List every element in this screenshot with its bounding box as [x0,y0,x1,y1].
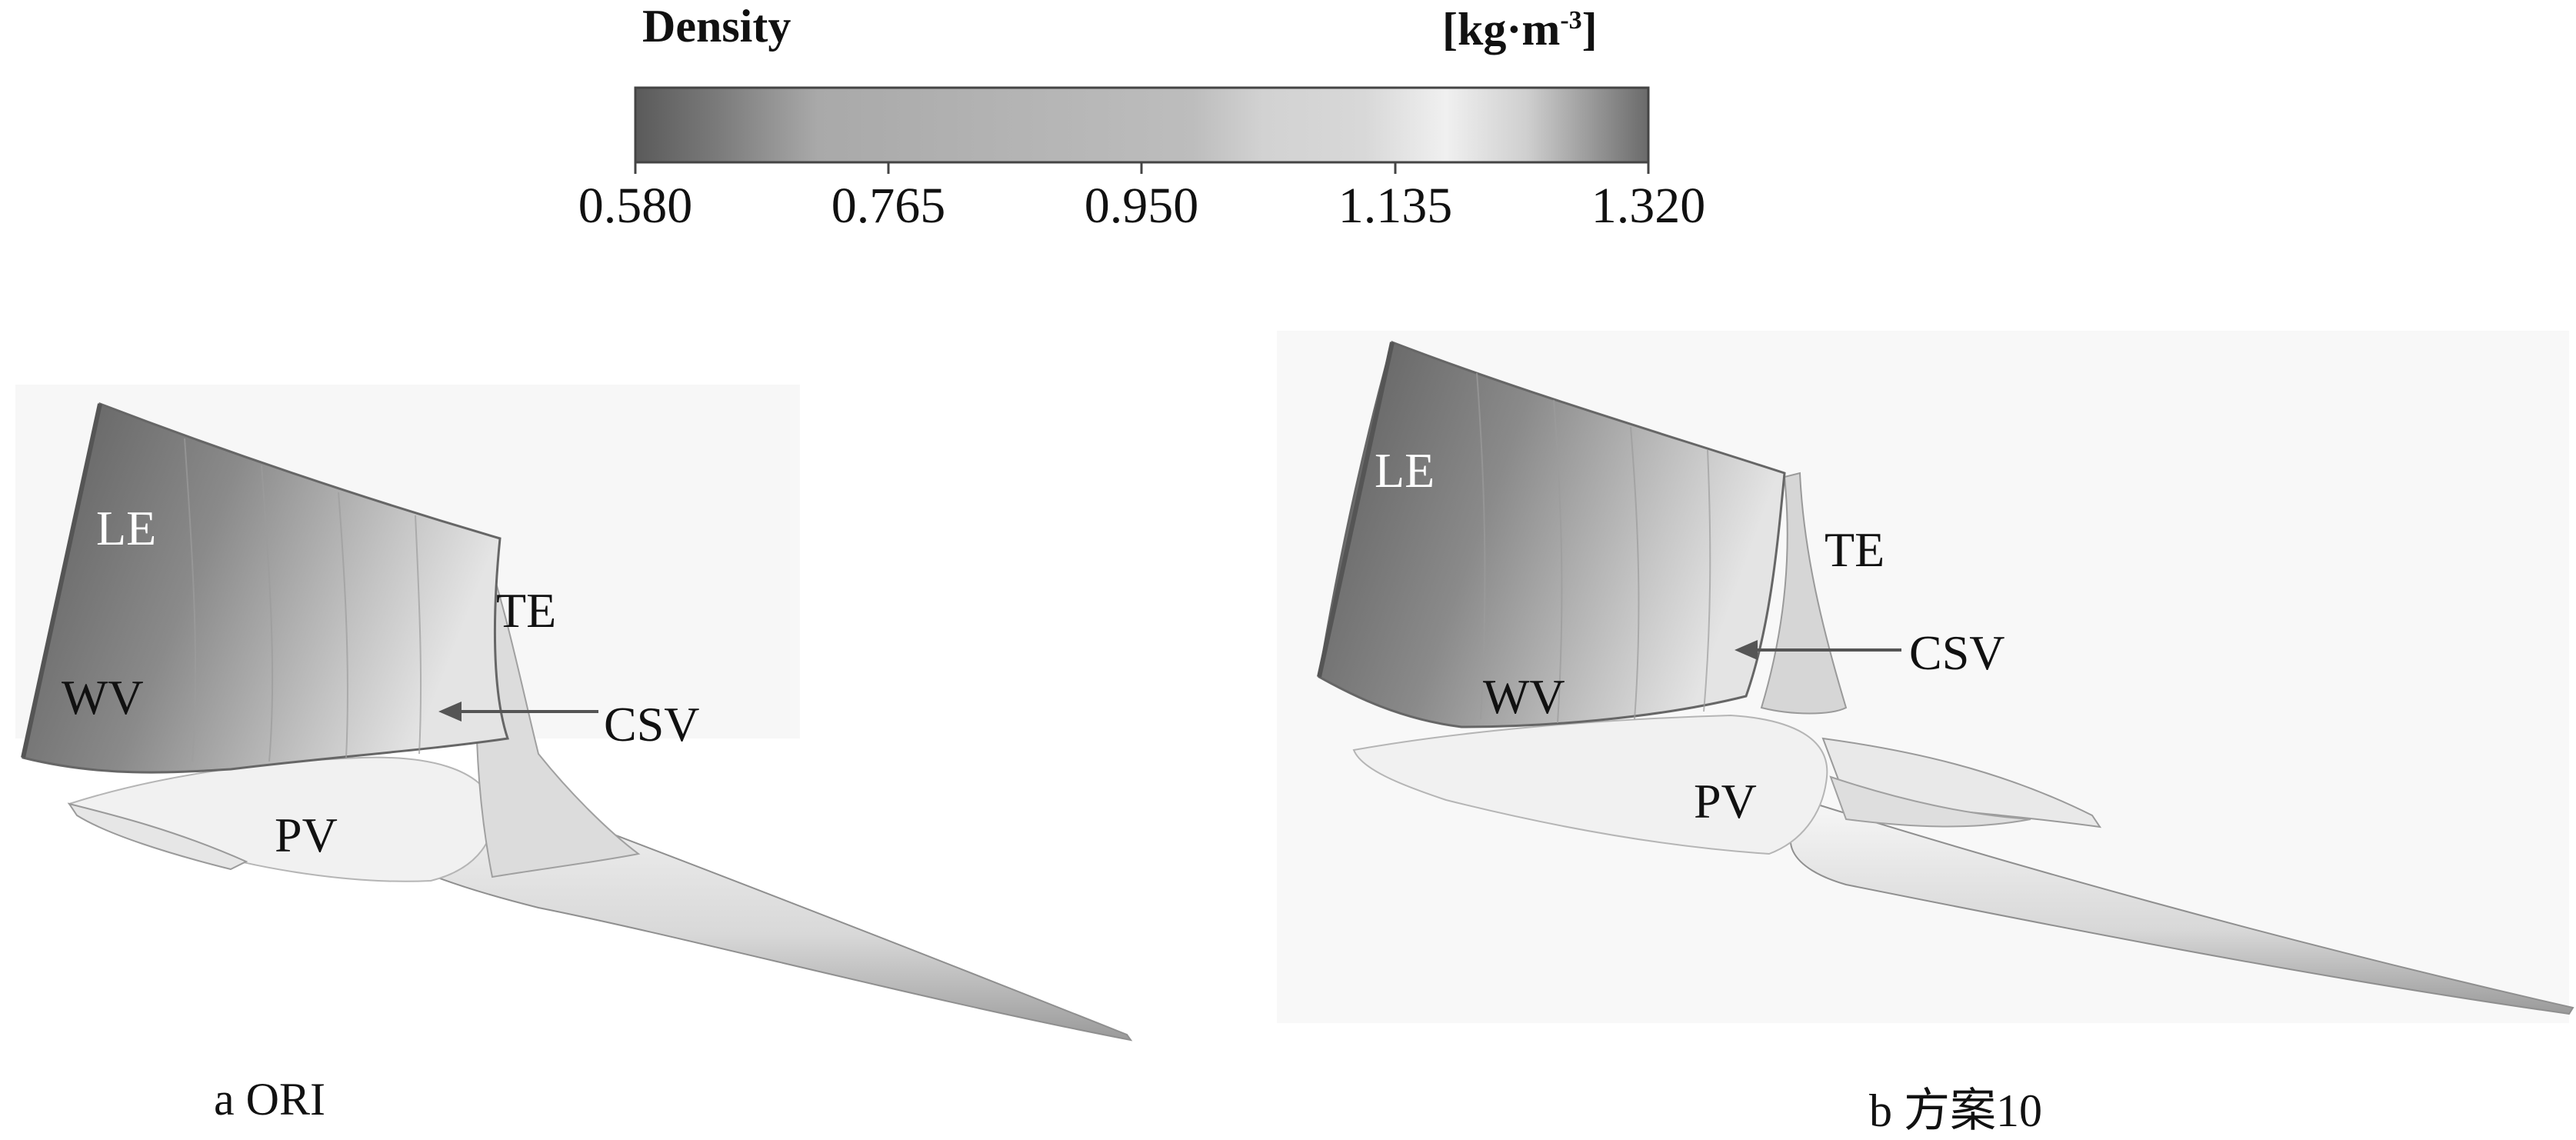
colorbar-units: [kg·m-3] [1442,3,1598,56]
colorbar-bar [634,86,1650,164]
panel-a-csv-arrow [438,702,598,722]
panel-a-label-le: LE [96,501,156,555]
panel-b-te-sheet [1760,472,1848,715]
panel-a-label-pv: PV [275,808,338,862]
colorbar-tick-2: 0.950 [1084,178,1199,234]
panel-a-graphic: LE TE WV CSV PV [15,385,1133,1042]
panel-b-blade [1318,341,1786,728]
panel-b-label-le: LE [1375,443,1435,498]
colorbar-title: Density [642,1,791,52]
units-close: ] [1581,4,1598,55]
panel-b-label-wv: WV [1483,669,1565,724]
units-base: [kg·m [1442,4,1561,55]
panel-a-label-wv: WV [62,670,144,725]
colorbar-tick-4: 1.320 [1591,178,1706,234]
panel-a-le-fin [67,802,248,871]
panel-a-te-sheet [475,545,641,878]
colorbar-ticks [634,162,1650,174]
colorbar-tick-1: 0.765 [831,178,946,234]
panel-b-passage-vortex [1352,714,1828,855]
panel-a-caption: a ORI [214,1074,325,1125]
panel-b-csv-arrow [1735,640,1901,660]
panel-b-vortex-branch-2 [1829,775,2031,828]
panel-a-label-csv: CSV [604,697,700,752]
panel-b-caption: b 方案10 [1869,1085,2042,1136]
panel-b-label-pv: PV [1694,774,1757,828]
panel-b-label-te: TE [1825,522,1885,577]
colorbar-tick-3: 1.135 [1338,178,1453,234]
panel-b-graphic: LE TE WV CSV PV [1277,331,2574,1023]
panel-b-label-csv: CSV [1909,625,2005,680]
panel-a-label-te: TE [496,583,556,638]
colorbar-tick-0: 0.580 [578,178,693,234]
units-exponent: -3 [1560,6,1582,35]
panel-b-vortex-tail [1790,802,2574,1015]
